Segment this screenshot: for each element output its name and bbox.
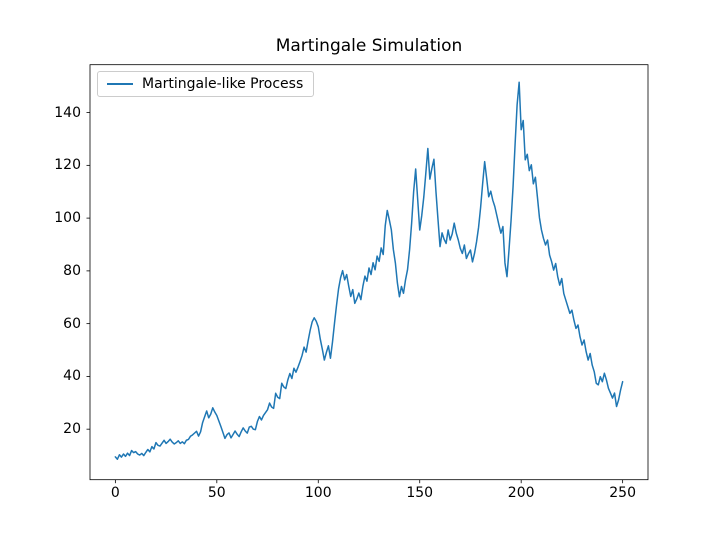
- y-tick-label: 80: [63, 262, 81, 279]
- y-tick-label: 60: [63, 315, 81, 332]
- legend-label: Martingale-like Process: [142, 76, 304, 92]
- axes-frame: [89, 64, 649, 481]
- x-tick-label: 250: [609, 485, 636, 501]
- legend-line-sample-icon: [107, 83, 133, 85]
- x-tick-label: 0: [110, 485, 120, 501]
- y-tick-label: 20: [63, 421, 81, 438]
- chart-title: Martingale Simulation: [275, 36, 463, 56]
- y-tick-label: 120: [54, 157, 81, 174]
- y-tick-label: 40: [63, 368, 81, 385]
- y-tick-label: 100: [54, 210, 81, 227]
- x-tick-label: 200: [507, 485, 535, 501]
- x-tick-label: 100: [304, 485, 332, 501]
- x-tick-label: 150: [406, 485, 434, 501]
- x-tick-label: 50: [207, 485, 226, 501]
- y-tick-label: 140: [54, 104, 81, 121]
- legend: Martingale-like Process: [97, 71, 315, 97]
- tick-marks: [86, 112, 624, 484]
- series-line: [114, 81, 624, 460]
